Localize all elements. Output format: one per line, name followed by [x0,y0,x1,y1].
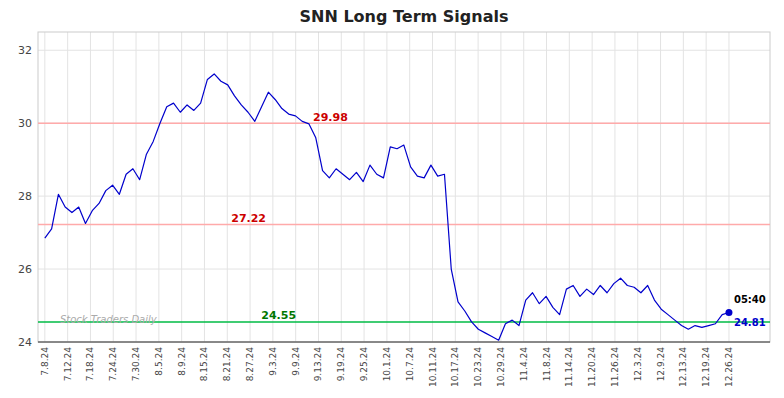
x-grid-line [44,32,45,342]
x-grid-line [432,32,433,342]
x-tick-label: 7.30.24 [131,347,141,382]
x-tick-label: 10.11.24 [428,347,438,387]
x-tick-label: 11.8.24 [542,347,552,382]
x-tick-label: 10.1.24 [382,347,392,382]
x-grid-line [592,32,593,342]
x-tick-label: 8.27.24 [245,347,255,382]
x-grid-line [364,32,365,342]
x-tick-label: 7.24.24 [108,347,118,382]
price-line [45,74,729,340]
x-grid-line [341,32,342,342]
reference-line [38,224,770,225]
x-grid-line [523,32,524,342]
x-tick-label: 11.20.24 [587,347,597,387]
x-grid-line [318,32,319,342]
y-tick-label: 26 [18,263,32,276]
y-tick-label: 30 [18,117,32,130]
x-grid-line [637,32,638,342]
x-tick-label: 9.3.24 [268,347,278,376]
x-grid-line [250,32,251,342]
x-tick-label: 7.8.24 [40,347,50,376]
x-grid-line [204,32,205,342]
annotations: 27.22 24.55 29.98 05:40 24.81 [231,111,766,329]
x-tick-label: 11.14.24 [564,347,574,387]
x-grid-line [158,32,159,342]
end-dot [725,309,732,316]
plot-area [38,74,770,340]
x-tick-label: 8.21.24 [222,347,232,382]
x-grid-line [500,32,501,342]
x-grid-line [706,32,707,342]
x-grid-line [90,32,91,342]
reference-line [38,122,770,123]
x-tick-label: 9.19.24 [336,347,346,382]
x-grid-line [683,32,684,342]
x-grid-line [478,32,479,342]
x-tick-label: 12.13.24 [678,347,688,387]
x-grid-line [569,32,570,342]
x-grid-line [181,32,182,342]
x-tick-label: 11.4.24 [519,347,529,382]
x-grid-line [272,32,273,342]
x-tick-label: 8.5.24 [154,347,164,376]
x-grid-line [728,32,729,342]
x-tick-label: 7.12.24 [63,347,73,382]
x-tick-label: 8.15.24 [199,347,209,382]
x-tick-label: 11.26.24 [610,347,620,387]
x-tick-label: 10.7.24 [405,347,415,382]
reference-line-label: 27.22 [231,212,266,225]
x-tick-label: 10.23.24 [473,347,483,387]
x-axis-line [38,342,770,343]
annotation: 29.98 [313,111,348,124]
x-tick-label: 10.17.24 [450,347,460,387]
grid [38,32,770,342]
x-grid-line [660,32,661,342]
x-grid-line [67,32,68,342]
x-grid-line [455,32,456,342]
x-tick-label: 12.3.24 [633,347,643,382]
end-value-label: 24.81 [734,317,766,328]
y-tick-label: 24 [18,336,32,349]
x-tick-label: 12.19.24 [701,347,711,387]
y-grid-line [38,342,770,343]
x-tick-label: 10.29.24 [496,347,506,387]
x-grid-line [614,32,615,342]
plot-background [38,32,770,342]
x-tick-label: 9.13.24 [313,347,323,382]
chart-title: SNN Long Term Signals [300,7,509,26]
x-grid-line [409,32,410,342]
x-grid-line [136,32,137,342]
end-time-label: 05:40 [734,294,766,305]
x-tick-label: 8.9.24 [177,347,187,376]
x-tick-label: 12.9.24 [656,347,666,382]
x-tick-label: 12.26.24 [724,347,734,387]
reference-line-label: 24.55 [261,309,296,322]
x-grid-line [295,32,296,342]
y-grid-line [38,123,770,124]
chart: 24 26 28 30 32 7.8.24 7.12.24 7.18.24 7.24.24 7.3… [0,0,784,398]
x-grid-line [546,32,547,342]
watermark: Stock Traders Daily [60,314,158,325]
y-tick-label: 32 [18,44,32,57]
y-tick-label: 28 [18,190,32,203]
x-grid-line [386,32,387,342]
x-tick-label: 9.9.24 [291,347,301,376]
x-grid-line [227,32,228,342]
x-tick-label: 7.18.24 [85,347,95,382]
plot-frame [38,32,770,342]
x-tick-label: 9.25.24 [359,347,369,382]
